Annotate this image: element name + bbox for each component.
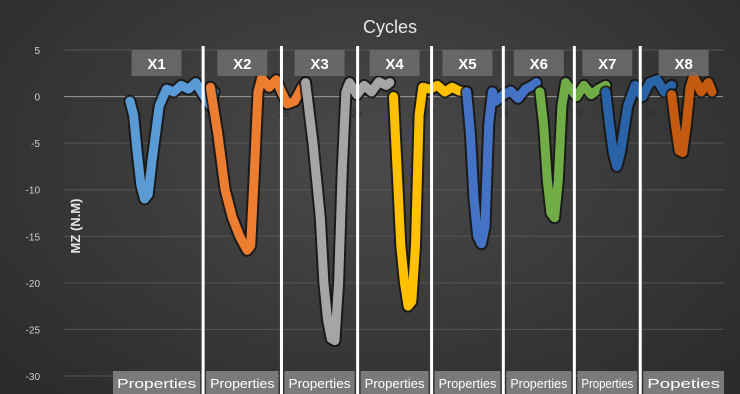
series-layer <box>123 69 719 348</box>
series-line-x8 <box>667 71 717 157</box>
footer-label-box <box>577 371 638 394</box>
y-tick-label: -30 <box>26 372 41 383</box>
x-tick-label: 30 <box>644 109 656 120</box>
y-tick-label: -25 <box>26 325 41 336</box>
footer-label-box <box>643 371 724 394</box>
segment-label-box <box>131 50 182 76</box>
segment-label: X1 <box>147 56 165 73</box>
y-tick-label: 5 <box>34 46 40 57</box>
y-tick-label: 0 <box>34 93 40 104</box>
footer-label: Properties <box>581 376 633 391</box>
segment-label-box <box>658 50 709 76</box>
segment-label: X8 <box>674 56 692 73</box>
x-tick-label: 31 <box>717 109 729 120</box>
segment-label-box <box>513 50 564 76</box>
footer-label-box <box>506 371 572 394</box>
footer-label: Properties <box>117 376 197 391</box>
segment-labels: X1 Properties X2 Properties X3 Properties X4 Pr… <box>113 50 724 394</box>
y-axis-label: MZ (N.M) <box>68 199 83 254</box>
footer-label-box <box>113 371 201 394</box>
segment-label: X4 <box>385 56 404 73</box>
series-line-x7 <box>601 75 677 171</box>
y-tick-label: -10 <box>26 186 41 197</box>
footer-label-box <box>360 371 429 394</box>
footer-label: Properties <box>288 376 351 391</box>
x-tick-label: 22 <box>58 109 70 120</box>
segment-label-box <box>582 50 633 76</box>
segment-label-box <box>294 50 345 76</box>
segment-label-box <box>369 50 420 76</box>
footer-label-box <box>206 371 279 394</box>
series-line-x6 <box>535 78 611 223</box>
segment-label-box <box>442 50 493 76</box>
footer-label: Properties <box>365 376 425 391</box>
series-line-x4 <box>389 80 472 311</box>
y-tick-label: -20 <box>26 279 41 290</box>
footer-label: Popeties <box>647 376 720 391</box>
x-tick-label: 25 <box>278 109 290 120</box>
segment-label: X7 <box>598 56 616 73</box>
footer-label: Properties <box>439 376 497 391</box>
segment-label: X5 <box>458 56 476 73</box>
segment-label-box <box>217 50 268 76</box>
chart-title: Cycles <box>363 17 417 37</box>
segment-dividers <box>201 46 642 394</box>
footer-label: Properties <box>510 376 568 391</box>
series-line-x1 <box>125 78 219 204</box>
series-line-x2 <box>205 73 311 255</box>
series-line-x5 <box>462 78 541 249</box>
segment-label: X2 <box>233 56 251 73</box>
segment-label: X3 <box>310 56 328 73</box>
segment-label: X6 <box>530 56 548 73</box>
series-line-x3 <box>301 77 395 346</box>
y-tick-label: -5 <box>31 139 40 150</box>
footer-label: Properties <box>210 376 275 391</box>
y-tick-label: -15 <box>26 232 41 243</box>
footer-label-box <box>434 371 501 394</box>
x-tick-label: 29 <box>571 109 583 120</box>
footer-label-box <box>284 371 355 394</box>
